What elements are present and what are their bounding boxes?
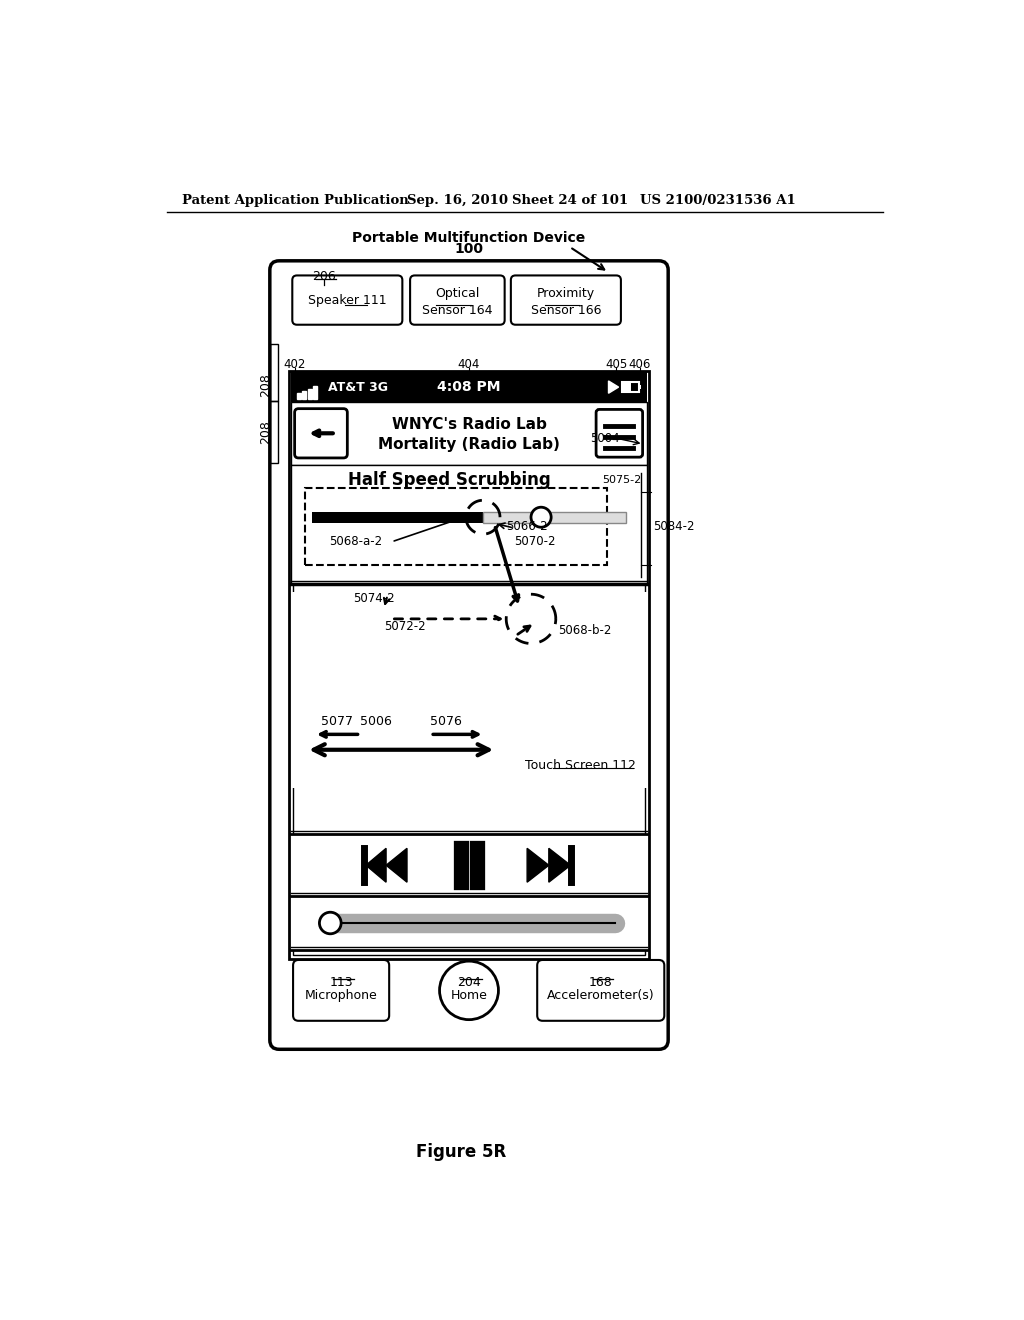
Bar: [305, 488, 607, 565]
Text: 4:08 PM: 4:08 PM: [437, 380, 501, 395]
Text: 402: 402: [284, 358, 306, 371]
Bar: [291, 401, 647, 465]
Text: 204: 204: [457, 977, 481, 989]
Text: 100: 100: [455, 243, 483, 256]
Text: Portable Multifunction Device: Portable Multifunction Device: [352, 231, 586, 244]
Circle shape: [531, 507, 551, 527]
Text: Mortality (Radio Lab): Mortality (Radio Lab): [378, 437, 560, 453]
Text: 5077: 5077: [322, 714, 353, 727]
Text: AT&T 3G: AT&T 3G: [328, 380, 388, 393]
Text: 5076: 5076: [430, 714, 462, 727]
FancyBboxPatch shape: [292, 276, 402, 325]
Bar: [308, 388, 311, 399]
FancyBboxPatch shape: [596, 409, 643, 457]
Text: 5074-2: 5074-2: [352, 591, 394, 605]
Text: Speaker 111: Speaker 111: [308, 294, 387, 308]
FancyBboxPatch shape: [295, 409, 347, 458]
Text: 5084-2: 5084-2: [653, 520, 695, 533]
Text: 406: 406: [629, 358, 650, 371]
Text: 168: 168: [589, 977, 612, 989]
Bar: [291, 834, 647, 896]
Text: 113: 113: [330, 977, 353, 989]
Text: 208: 208: [259, 374, 272, 397]
Text: Sep. 16, 2010: Sep. 16, 2010: [407, 194, 508, 207]
Text: Patent Application Publication: Patent Application Publication: [182, 194, 409, 207]
Bar: [289, 371, 649, 960]
FancyBboxPatch shape: [538, 960, 665, 1020]
Bar: [293, 375, 645, 956]
Text: 5070-2: 5070-2: [514, 536, 555, 548]
Bar: [624, 383, 631, 391]
Bar: [297, 393, 301, 399]
Bar: [622, 381, 639, 392]
Polygon shape: [366, 849, 386, 882]
Text: Home: Home: [451, 989, 487, 1002]
Text: 5006: 5006: [360, 714, 392, 727]
Text: 404: 404: [458, 358, 480, 371]
Circle shape: [319, 912, 341, 933]
Text: Touch Screen 112: Touch Screen 112: [524, 759, 636, 772]
FancyBboxPatch shape: [511, 276, 621, 325]
Polygon shape: [549, 849, 570, 882]
Bar: [291, 591, 647, 788]
Bar: [291, 896, 647, 950]
Text: Accelerometer(s): Accelerometer(s): [547, 989, 654, 1002]
Text: 5075-2: 5075-2: [602, 475, 641, 486]
FancyBboxPatch shape: [270, 261, 669, 1049]
Text: Proximity
Sensor 166: Proximity Sensor 166: [530, 286, 601, 317]
Text: Optical
Sensor 164: Optical Sensor 164: [422, 286, 493, 317]
Bar: [639, 385, 641, 389]
FancyBboxPatch shape: [410, 276, 505, 325]
Text: 208: 208: [259, 420, 272, 444]
Bar: [483, 512, 626, 523]
Text: 405: 405: [605, 358, 628, 371]
FancyBboxPatch shape: [293, 960, 389, 1020]
Text: 5004: 5004: [590, 432, 620, 445]
Text: 5066-2: 5066-2: [506, 520, 548, 533]
Bar: [270, 345, 278, 401]
Polygon shape: [527, 849, 549, 882]
Bar: [313, 385, 317, 399]
Circle shape: [439, 961, 499, 1019]
Text: WNYC's Radio Lab: WNYC's Radio Lab: [391, 417, 547, 433]
Text: 5068-b-2: 5068-b-2: [558, 624, 611, 638]
Text: Figure 5R: Figure 5R: [416, 1143, 507, 1160]
Polygon shape: [386, 849, 407, 882]
Bar: [312, 512, 483, 523]
Bar: [291, 465, 647, 585]
Text: Half Speed Scrubbing: Half Speed Scrubbing: [348, 471, 551, 490]
Text: Sheet 24 of 101: Sheet 24 of 101: [512, 194, 628, 207]
Text: 5072-2: 5072-2: [384, 620, 425, 634]
Text: US 2100/0231536 A1: US 2100/0231536 A1: [640, 194, 796, 207]
Text: 206: 206: [312, 269, 336, 282]
Bar: [291, 372, 647, 401]
Bar: [270, 401, 278, 462]
Bar: [302, 391, 306, 399]
Text: 5068-a-2: 5068-a-2: [330, 536, 383, 548]
Text: Microphone: Microphone: [305, 989, 378, 1002]
Polygon shape: [608, 381, 618, 393]
